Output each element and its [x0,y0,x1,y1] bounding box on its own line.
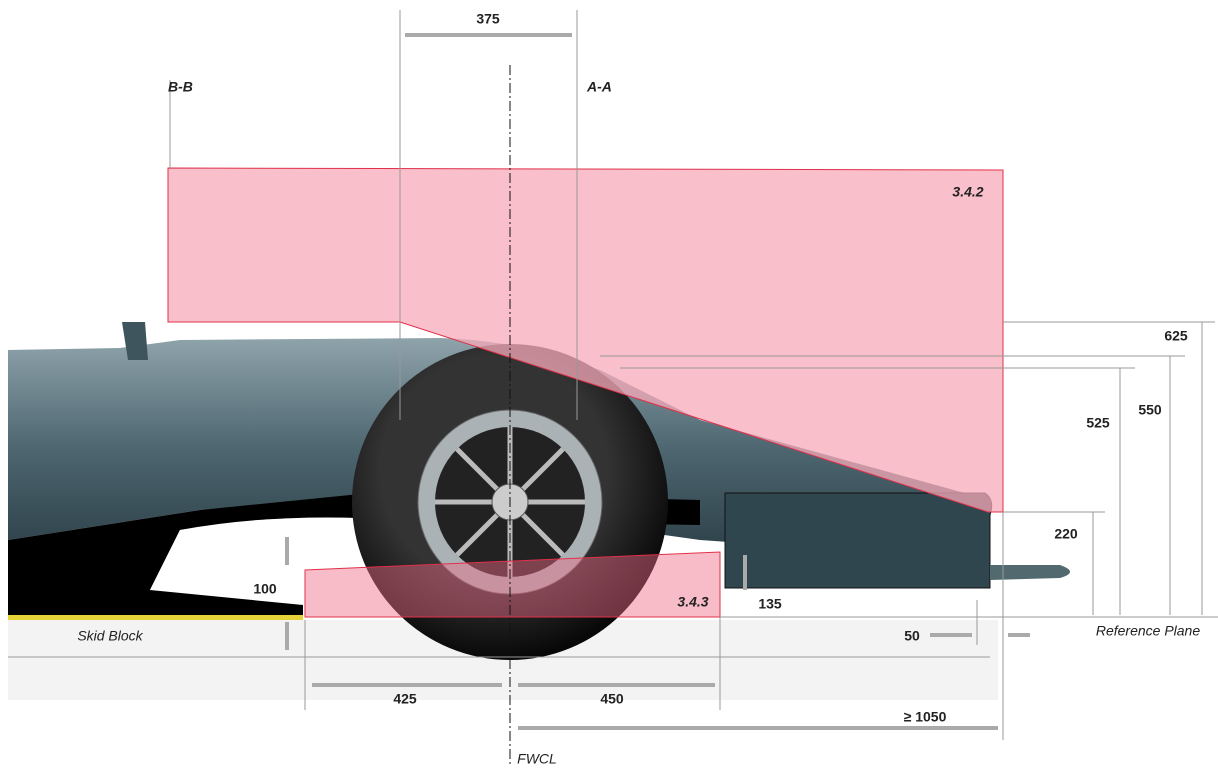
zone-label: 3.4.2 [952,184,983,200]
section-label: A-A [586,79,612,95]
dimension: 50 [904,628,920,644]
dimension: 450 [600,691,624,707]
dimension: 135 [758,596,782,612]
zone-label: 3.4.3 [677,594,708,610]
diagram: 375 B-B A-A 3.4.2 3.4.3 625 550 525 220 … [0,0,1218,772]
dimension: 550 [1138,402,1162,418]
label: Reference Plane [1096,623,1201,639]
dimension: 375 [476,11,500,27]
dimension: 100 [253,581,277,597]
dimension: ≥ 1050 [904,709,947,725]
dimension: 625 [1164,328,1188,344]
label: Skid Block [77,628,143,644]
dimension: 525 [1086,415,1110,431]
front-wing [725,493,992,588]
skid-block [8,615,303,620]
label: FWCL [517,751,557,767]
dimension: 220 [1054,526,1078,542]
nose-tip [990,565,1070,580]
dimension: 425 [393,691,417,707]
section-label: B-B [168,79,193,95]
